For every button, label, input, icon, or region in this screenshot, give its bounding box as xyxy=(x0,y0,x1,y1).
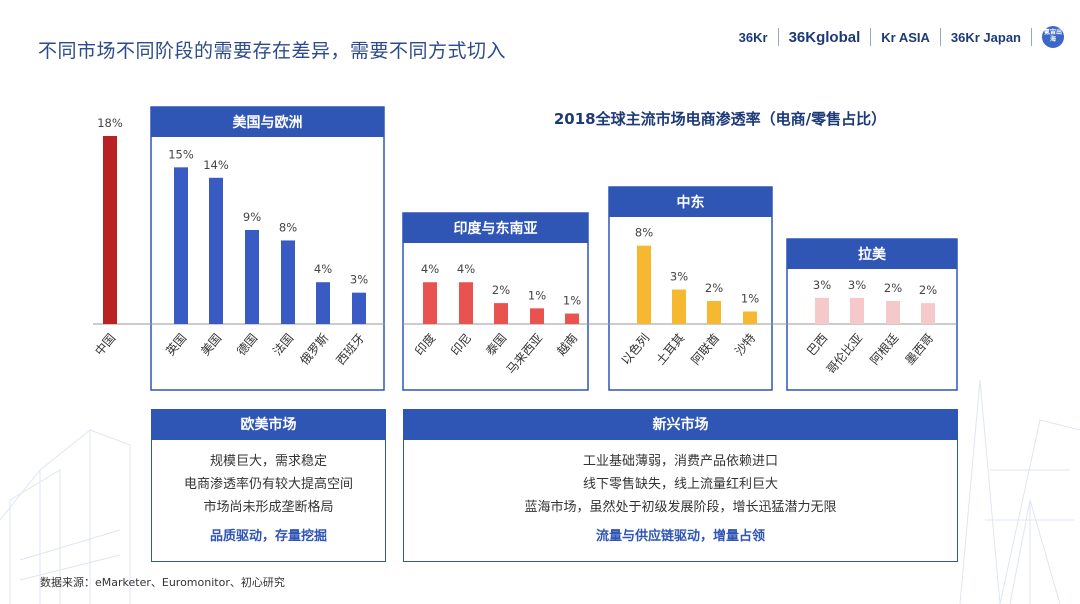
logo-36kglobal: 36Kglobal xyxy=(788,28,861,46)
region-title: 美国与欧洲 xyxy=(233,114,303,131)
bar-土耳其 xyxy=(672,289,686,324)
category-label: 法国 xyxy=(270,331,296,358)
bar-value-label: 9% xyxy=(243,210,261,224)
bar-俄罗斯 xyxy=(316,282,330,324)
category-label: 阿根廷 xyxy=(867,331,901,368)
logo-krasia: Kr ASIA xyxy=(881,29,930,45)
region-header xyxy=(787,239,957,269)
category-label: 巴西 xyxy=(804,331,830,358)
emerging-market-panel: 新兴市场 工业基础薄弱，消费产品依赖进口 线下零售缺失，线上流量红利巨大 蓝海市… xyxy=(403,409,958,562)
bar-以色列 xyxy=(637,245,651,324)
bar-阿联酋 xyxy=(707,301,721,324)
category-label: 德国 xyxy=(233,330,260,358)
bar-哥伦比亚 xyxy=(850,297,864,324)
category-label: 土耳其 xyxy=(653,331,687,368)
bar-value-label: 3% xyxy=(670,270,688,284)
bar-德国 xyxy=(245,230,259,324)
category-label: 越南 xyxy=(553,330,580,358)
bar-value-label: 3% xyxy=(813,278,831,292)
category-label: 沙特 xyxy=(731,330,758,358)
region-title: 中东 xyxy=(677,194,705,211)
bar-value-label: 2% xyxy=(884,281,902,295)
region-header xyxy=(609,187,772,217)
bar-value-label: 8% xyxy=(279,220,297,234)
bar-沙特 xyxy=(743,311,757,324)
category-label: 墨西哥 xyxy=(902,331,936,368)
emerging-market-title: 新兴市场 xyxy=(404,410,957,440)
bar-value-label: 3% xyxy=(848,278,866,292)
bar-value-label: 1% xyxy=(741,291,759,305)
bar-value-label: 4% xyxy=(457,262,475,276)
bar-英国 xyxy=(174,167,188,324)
category-label: 印尼 xyxy=(448,331,474,358)
bar-西班牙 xyxy=(352,292,366,324)
bar-墨西哥 xyxy=(921,303,935,324)
category-label: 阿联酋 xyxy=(688,330,723,367)
category-label: 马来西亚 xyxy=(504,331,546,377)
category-label: 英国 xyxy=(163,331,189,358)
region-title: 印度与东南亚 xyxy=(454,220,538,237)
bar-value-label: 4% xyxy=(314,262,332,276)
page-title: 不同市场不同阶段的需要存在差异，需要不同方式切入 xyxy=(38,40,507,62)
bar-泰国 xyxy=(494,303,508,324)
bar-value-label: 1% xyxy=(563,294,581,308)
western-market-panel: 欧美市场 规模巨大，需求稳定 电商渗透率仍有较大提高空间 市场尚未形成垄断格局 … xyxy=(151,409,386,562)
bar-value-label: 2% xyxy=(705,281,723,295)
bar-越南 xyxy=(565,313,579,324)
category-label: 印度 xyxy=(411,330,438,358)
category-label: 泰国 xyxy=(483,331,509,358)
emerging-market-strategy: 流量与供应链驱动，增量占领 xyxy=(595,529,765,544)
logo-badge: 氪宙出海 xyxy=(1042,26,1064,48)
bar-value-label: 2% xyxy=(492,283,510,297)
bar-value-label: 15% xyxy=(168,147,194,161)
emerging-market-point: 线下零售缺失，线上流量红利巨大 xyxy=(582,477,778,492)
bar-value-label: 1% xyxy=(528,288,546,302)
bar-value-label: 4% xyxy=(421,262,439,276)
emerging-market-point: 工业基础薄弱，消费产品依赖进口 xyxy=(582,454,778,469)
logo-divider xyxy=(777,28,779,46)
bar-阿根廷 xyxy=(886,301,900,324)
bar-value-label: 14% xyxy=(203,158,229,172)
bar-印尼 xyxy=(459,282,473,324)
western-market-strategy: 品质驱动，存量挖掘 xyxy=(209,529,327,544)
bar-中国 xyxy=(103,136,117,324)
logo-36kr-japan: 36Kr Japan xyxy=(950,29,1021,45)
bar-巴西 xyxy=(815,297,829,324)
category-label: 哥伦比亚 xyxy=(823,330,865,376)
emerging-market-point: 蓝海市场，虽然处于初级发展阶段，增长迅猛潜力无限 xyxy=(524,500,837,515)
category-label: 俄罗斯 xyxy=(297,331,331,368)
western-market-title: 欧美市场 xyxy=(152,410,385,440)
bar-value-label: 3% xyxy=(350,273,368,287)
bar-value-label: 2% xyxy=(919,283,937,297)
logo-36kr: 36Kr xyxy=(738,29,768,45)
region-header xyxy=(403,213,588,243)
logo-divider xyxy=(939,28,941,46)
category-label: 美国 xyxy=(198,331,224,358)
logo-divider xyxy=(870,28,872,46)
bar-美国 xyxy=(209,177,223,324)
bar-value-label: 8% xyxy=(635,226,653,240)
region-header xyxy=(151,107,384,137)
chart-title: 2018全球主流市场电商渗透率（电商/零售占比） xyxy=(554,110,886,128)
bar-value-label: 18% xyxy=(97,116,123,130)
category-label: 以色列 xyxy=(618,331,652,368)
category-label: 中国 xyxy=(91,330,118,358)
partner-logos: 36Kr 36Kglobal Kr ASIA 36Kr Japan 氪宙出海 xyxy=(739,24,1064,50)
bar-法国 xyxy=(281,240,295,324)
western-market-point: 规模巨大，需求稳定 xyxy=(209,454,327,469)
bar-马来西亚 xyxy=(530,308,544,324)
bar-印度 xyxy=(423,282,437,324)
data-source-note: 数据来源：eMarketer、Euromonitor、初心研究 xyxy=(40,576,285,589)
logo-divider xyxy=(1031,28,1032,46)
western-market-point: 电商渗透率仍有较大提高空间 xyxy=(183,477,353,492)
category-label: 西班牙 xyxy=(333,331,367,368)
western-market-point: 市场尚未形成垄断格局 xyxy=(203,500,334,515)
region-title: 拉美 xyxy=(858,246,887,263)
